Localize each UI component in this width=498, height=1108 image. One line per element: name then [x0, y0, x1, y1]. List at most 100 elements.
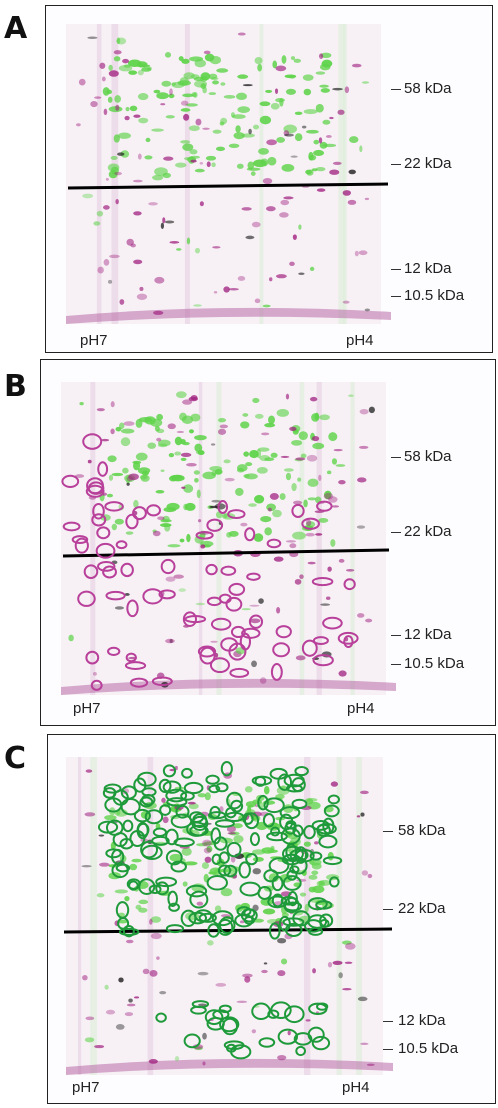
- gel-spot: [293, 58, 302, 63]
- gel-spot: [79, 402, 84, 406]
- outlined-spot: [165, 849, 183, 866]
- gel-spot: [291, 482, 297, 492]
- gel-spot: [145, 137, 151, 143]
- gel-spot: [94, 1044, 105, 1049]
- marker-tick: [391, 532, 401, 533]
- gel-spot: [208, 73, 218, 79]
- outlined-spot: [197, 645, 217, 658]
- gel-spot: [152, 174, 164, 181]
- gel-spot: [232, 823, 243, 829]
- gel-spot: [181, 847, 192, 856]
- outlined-spot: [281, 845, 304, 862]
- gel-spot: [230, 855, 236, 863]
- outlined-spot: [329, 876, 340, 888]
- gel-spot: [174, 436, 183, 446]
- gel-spot: [349, 136, 359, 144]
- gel-spot: [192, 1044, 204, 1050]
- gel-spot: [219, 424, 229, 429]
- gel-spot: [277, 938, 287, 944]
- gel-spot: [251, 660, 257, 668]
- gel-spot: [150, 932, 162, 940]
- gel-spot: [185, 103, 198, 107]
- gel-spot: [324, 490, 332, 500]
- gel-spot: [243, 451, 250, 457]
- gel-spot: [196, 489, 201, 499]
- outlined-spot: [275, 625, 292, 639]
- panel-label-a: A: [4, 11, 28, 46]
- outlined-spot: [183, 1033, 201, 1049]
- gel-spot: [289, 261, 295, 267]
- gel-spot: [315, 167, 326, 172]
- outlined-spot: [282, 875, 302, 891]
- outlined-spot: [322, 817, 335, 835]
- gel-spot: [203, 50, 211, 55]
- gel-spot: [329, 169, 340, 175]
- outlined-spot: [62, 521, 81, 532]
- gel-spot: [252, 868, 262, 875]
- outlined-spot: [322, 856, 343, 866]
- gel-spot: [84, 1037, 95, 1043]
- gel-spot: [275, 274, 287, 279]
- outlined-spot: [185, 884, 208, 898]
- gel-spot: [160, 222, 165, 229]
- outlined-spot: [210, 827, 222, 845]
- outlined-spot: [218, 916, 236, 934]
- gel-spot: [358, 445, 369, 449]
- gel-spot: [283, 468, 294, 472]
- gel-spot: [161, 797, 166, 803]
- gel-spot: [108, 474, 114, 481]
- gel-spot: [267, 156, 277, 166]
- gel-spot: [205, 155, 217, 161]
- gel-spot: [356, 525, 366, 529]
- outlined-spot: [282, 917, 305, 927]
- gel-spot: [212, 246, 221, 249]
- outlined-spot: [83, 564, 99, 579]
- gel-spot: [120, 437, 131, 447]
- outlined-spot: [211, 853, 222, 865]
- gel-spot: [289, 75, 296, 79]
- outlined-spot: [236, 906, 252, 917]
- gel-spot: [259, 677, 267, 684]
- gel-spot: [165, 115, 175, 119]
- gel-spot: [96, 210, 104, 217]
- outlined-spot: [120, 785, 137, 800]
- gel-spot: [279, 212, 289, 218]
- outlined-spot: [294, 846, 308, 864]
- gel-spot: [178, 588, 186, 592]
- gel-spot: [126, 482, 130, 486]
- gel-spot: [116, 37, 127, 45]
- gel-spot: [201, 862, 210, 870]
- outlined-spot: [327, 794, 340, 805]
- gel-spot: [261, 432, 270, 436]
- gel-spot: [171, 82, 177, 86]
- outlined-spot: [139, 796, 154, 808]
- gel-spot: [183, 503, 188, 511]
- gel-spot: [175, 391, 187, 399]
- gel-spot: [186, 237, 191, 245]
- gel-spot: [252, 856, 264, 862]
- gel-spot: [276, 408, 290, 417]
- gel-spot: [194, 443, 203, 452]
- gel-spot: [338, 480, 346, 485]
- gel-spot: [291, 439, 303, 446]
- gel-spot: [328, 432, 338, 442]
- outlined-spot: [115, 863, 131, 873]
- divider-line: [62, 548, 390, 558]
- marker-tick: [391, 457, 401, 458]
- gel-spot: [107, 96, 113, 103]
- gel-spot: [157, 439, 171, 447]
- outlined-spot: [224, 811, 245, 822]
- gel-spot: [254, 413, 264, 419]
- gel-spot: [337, 109, 345, 115]
- gel-spot: [116, 37, 121, 45]
- outlined-spot: [206, 518, 224, 532]
- gel-spot: [183, 484, 194, 493]
- gel-spot: [208, 871, 217, 875]
- outlined-spot: [205, 774, 220, 785]
- gel-spot: [248, 804, 254, 808]
- gel-spot: [268, 415, 276, 425]
- ph-left-label: pH7: [80, 332, 108, 349]
- gel-spot: [218, 418, 227, 423]
- ph-right-label: pH4: [342, 1079, 370, 1096]
- marker-tick: [391, 269, 401, 270]
